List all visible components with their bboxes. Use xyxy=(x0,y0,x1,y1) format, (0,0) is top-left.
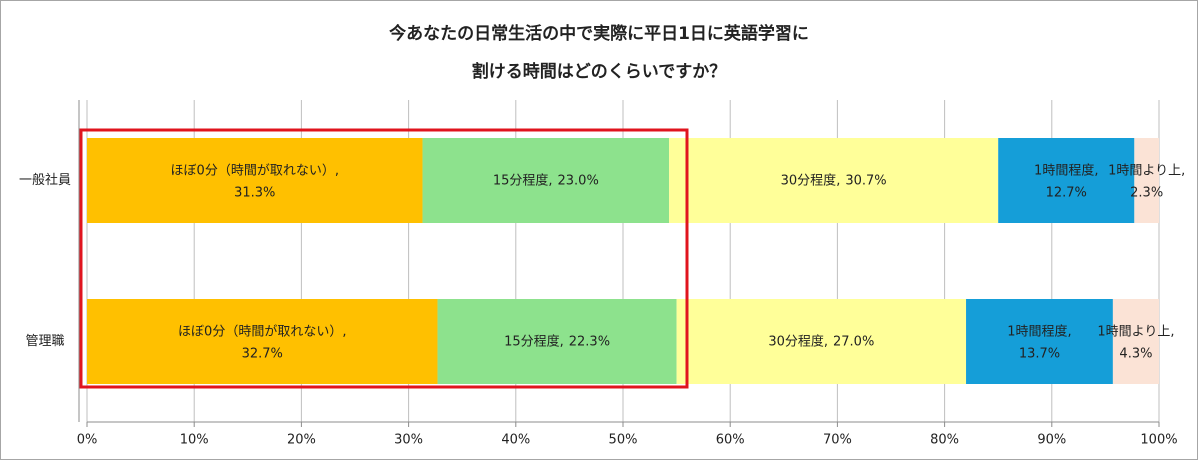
bar-segment xyxy=(87,138,423,223)
data-label: 1時間より上, 4.3% xyxy=(1097,324,1174,361)
bar-segment xyxy=(669,138,999,223)
data-label-separator: , xyxy=(1068,324,1072,339)
x-tick-label: 50% xyxy=(609,433,638,448)
y-tick-label: 一般社員 xyxy=(19,172,71,188)
bar-segment xyxy=(87,299,438,384)
data-label: 15分程度, 22.3% xyxy=(504,333,610,349)
x-tick-label: 90% xyxy=(1037,433,1066,448)
data-label-value: 22.3% xyxy=(569,334,610,349)
data-label-name: 1時間より上 xyxy=(1097,324,1170,339)
bar-segment xyxy=(1112,299,1159,384)
highlight-box xyxy=(79,128,689,389)
plot: 0% 10% 20% 30% 40% 50% 60% 70% 80% 90% 100%一般社員ほぼ0… xyxy=(19,100,1185,448)
data-label: ほぼ0分（時間が取れない）, 31.3% xyxy=(171,163,339,200)
y-tick-label: 管理職 xyxy=(25,334,64,349)
bar-segment xyxy=(422,138,670,223)
data-label-separator: , xyxy=(1094,163,1098,178)
data-label-value: 2.3% xyxy=(1130,185,1163,200)
data-label-value: 27.0% xyxy=(833,334,874,349)
data-label-separator: , xyxy=(548,173,552,188)
data-label: 1時間程度, 12.7% xyxy=(1034,162,1098,200)
data-label-value: 4.3% xyxy=(1119,346,1152,361)
x-tick-label: 60% xyxy=(716,433,745,448)
data-label-name: 30分程度 xyxy=(768,333,824,349)
x-tick-label: 100% xyxy=(1140,433,1177,448)
data-label-name: ほぼ0分（時間が取れない） xyxy=(171,163,335,178)
data-label-separator: , xyxy=(824,334,828,349)
bar-segment xyxy=(676,299,967,384)
data-label-separator: , xyxy=(1170,324,1174,339)
x-tick-label: 80% xyxy=(930,433,959,448)
data-label: ほぼ0分（時間が取れない）, 32.7% xyxy=(178,324,346,361)
x-tick-label: 30% xyxy=(394,433,423,448)
data-label-separator: , xyxy=(560,334,564,349)
x-tick-label: 40% xyxy=(501,433,530,448)
bar-segment xyxy=(966,299,1113,384)
data-label-name: 1時間程度 xyxy=(1034,162,1094,178)
x-tick-label: 0% xyxy=(77,433,98,448)
data-label-name: 30分程度 xyxy=(781,172,837,188)
data-label-name: 1時間程度 xyxy=(1007,323,1067,339)
x-tick-label: 70% xyxy=(823,433,852,448)
bar-segment xyxy=(1134,138,1159,223)
data-label-separator: , xyxy=(342,324,346,339)
data-label-name: 15分程度 xyxy=(493,172,549,188)
chart-title: 今あなたの日常生活の中で実際に平日1日に英語学習に xyxy=(389,23,809,44)
data-label-separator: , xyxy=(335,163,339,178)
data-label-value: 23.0% xyxy=(558,173,599,188)
chart-title: 割ける時間はどのくらいですか？ xyxy=(472,61,727,82)
data-label-value: 13.7% xyxy=(1019,346,1060,361)
data-label-name: ほぼ0分（時間が取れない） xyxy=(178,324,342,339)
bar-segment xyxy=(998,138,1135,223)
data-label-value: 30.7% xyxy=(845,173,886,188)
data-label: 30分程度, 27.0% xyxy=(768,333,874,349)
x-tick-label: 10% xyxy=(180,433,209,448)
data-label-value: 12.7% xyxy=(1046,185,1087,200)
data-label: 15分程度, 23.0% xyxy=(493,172,599,188)
data-label: 30分程度, 30.7% xyxy=(781,172,887,188)
data-label: 1時間より上, 2.3% xyxy=(1108,163,1185,200)
data-label-value: 32.7% xyxy=(242,346,283,361)
x-tick-label: 20% xyxy=(287,433,316,448)
data-label-separator: , xyxy=(1181,163,1185,178)
bar-segment xyxy=(437,299,677,384)
data-label: 1時間程度, 13.7% xyxy=(1007,323,1071,361)
data-label-value: 31.3% xyxy=(234,185,275,200)
data-label-separator: , xyxy=(836,173,840,188)
data-label-name: 15分程度 xyxy=(504,333,560,349)
data-label-name: 1時間より上 xyxy=(1108,163,1181,178)
